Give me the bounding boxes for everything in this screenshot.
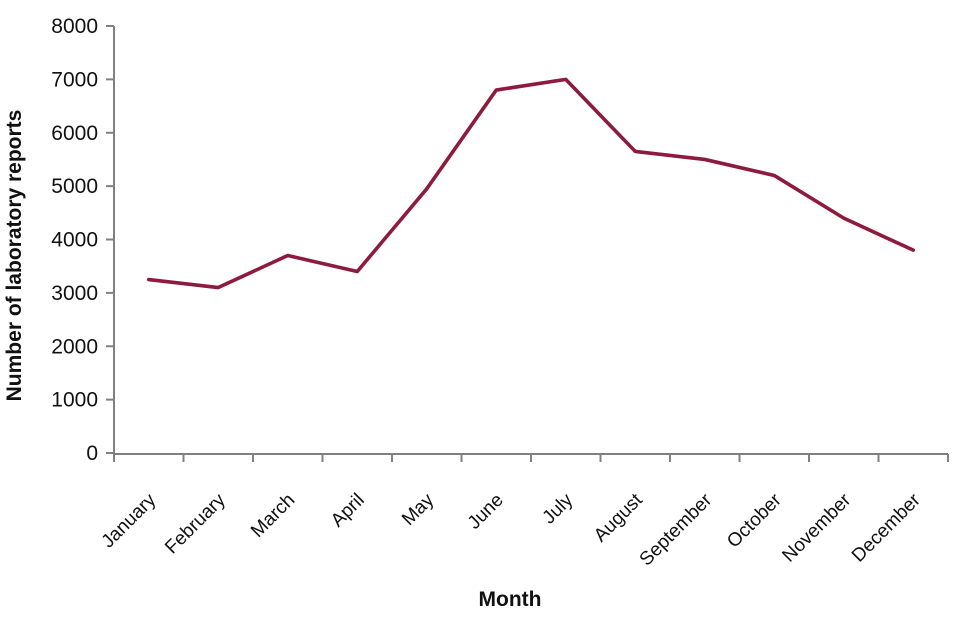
x-month-label: March — [247, 490, 299, 542]
x-month-label: November — [778, 489, 855, 566]
y-tick-label: 4000 — [51, 229, 98, 252]
x-month-label: December — [848, 489, 925, 566]
x-month-label: May — [398, 489, 439, 530]
x-month-label: February — [161, 489, 230, 558]
y-axis-title: Number of laboratory reports — [3, 110, 26, 402]
x-month-label: October — [723, 489, 786, 552]
y-tick-label: 8000 — [51, 15, 98, 38]
x-month-label: June — [464, 490, 508, 534]
x-month-label: April — [327, 490, 369, 532]
x-axis-title: Month — [479, 588, 542, 611]
series-line — [146, 77, 916, 290]
x-month-label: January — [98, 489, 161, 552]
y-tick-label: 2000 — [51, 335, 98, 358]
y-tick-label: 3000 — [51, 282, 98, 305]
y-tick-label: 6000 — [51, 122, 98, 145]
y-tick-label: 7000 — [51, 68, 98, 91]
y-tick-label: 5000 — [51, 175, 98, 198]
x-month-label: July — [539, 489, 578, 528]
x-month-label: September — [636, 489, 717, 570]
y-tick-label: 0 — [86, 442, 98, 465]
x-month-label: August — [590, 489, 647, 546]
y-tick-label: 1000 — [51, 389, 98, 412]
